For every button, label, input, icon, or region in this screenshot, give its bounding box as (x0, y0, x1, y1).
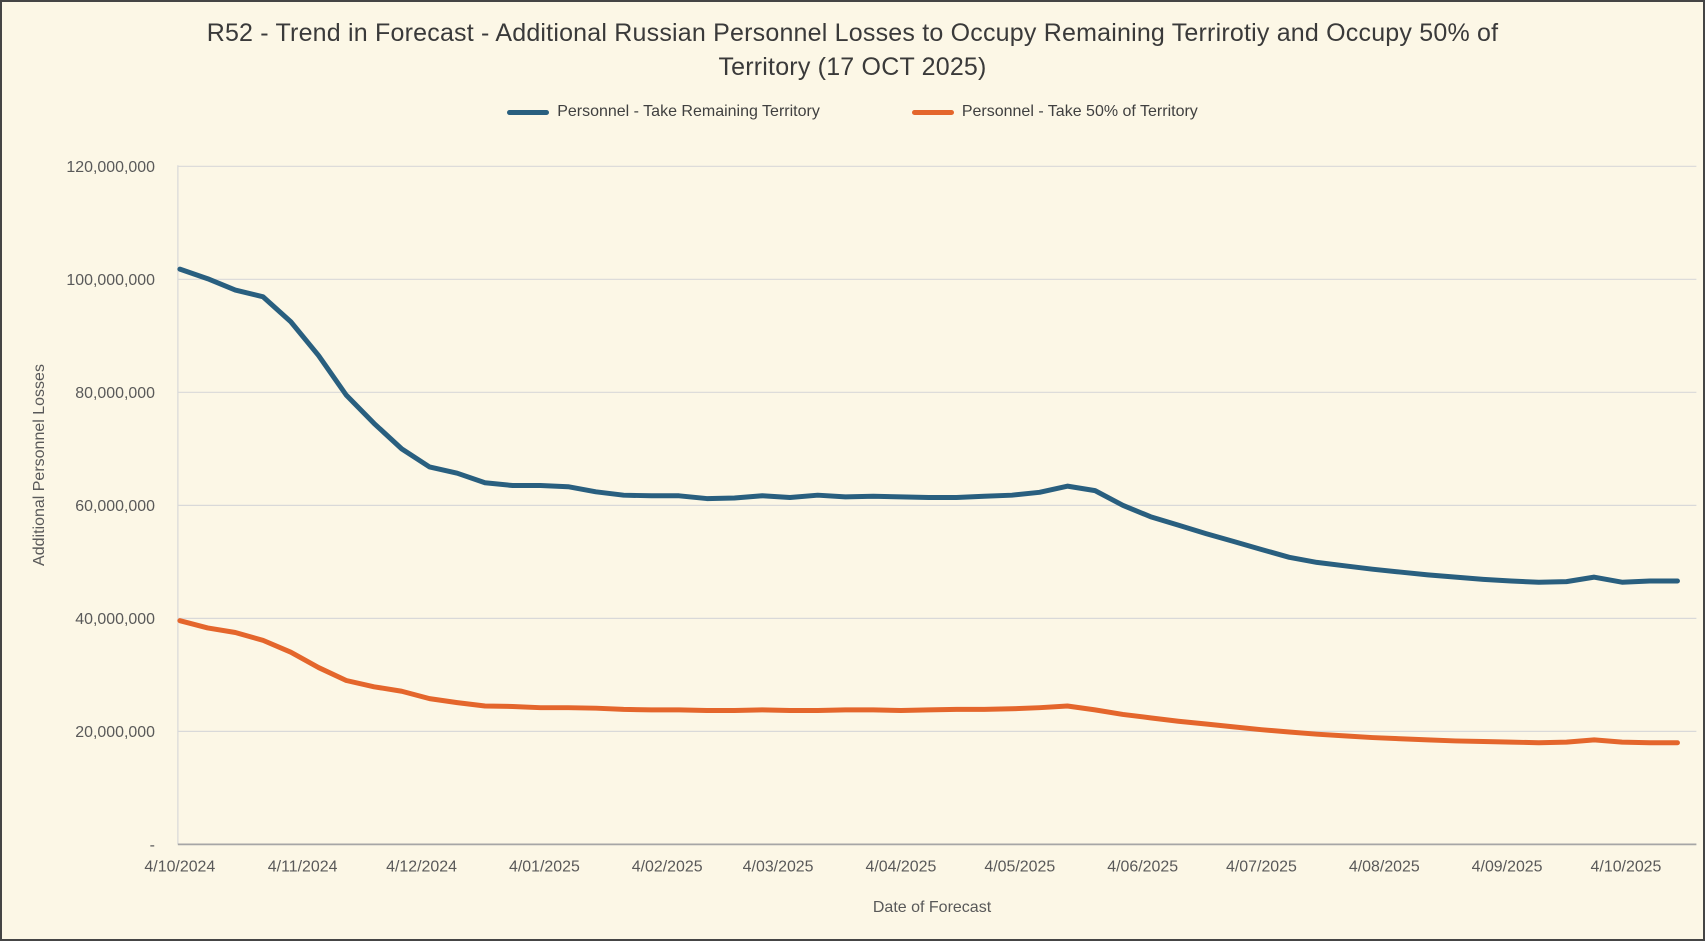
legend-swatch (911, 109, 954, 115)
legend-item-50pct-territory: Personnel - Take 50% of Territory (911, 103, 1198, 121)
chart-title-line-2: Territory (17 OCT 2025) (718, 53, 987, 81)
x-tick-label: 4/01/2025 (509, 858, 580, 875)
y-tick-label: 40,000,000 (75, 611, 155, 628)
chart-title: R52 - Trend in Forecast - Additional Rus… (2, 16, 1703, 84)
legend-label: Personnel - Take 50% of Territory (961, 103, 1198, 120)
x-axis-title: Date of Forecast (872, 899, 992, 916)
legend: Personnel - Take Remaining Territory Per… (2, 103, 1703, 121)
x-tick-label: 4/11/2024 (268, 858, 338, 875)
x-tick-label: 4/04/2025 (865, 858, 936, 875)
legend-item-remaining-territory: Personnel - Take Remaining Territory (507, 103, 820, 121)
chart-title-line-1: R52 - Trend in Forecast - Additional Rus… (206, 19, 1499, 47)
x-tick-label: 4/02/2025 (632, 858, 703, 875)
legend-swatch (507, 109, 550, 115)
y-tick-label: - (150, 837, 155, 854)
x-tick-label: 4/05/2025 (984, 858, 1055, 875)
series-line-remaining-territory (177, 266, 1680, 585)
y-tick-label: 100,000,000 (66, 272, 155, 289)
x-tick-label: 4/07/2025 (1226, 858, 1297, 875)
y-tick-label: 120,000,000 (66, 159, 155, 176)
x-tick-label: 4/10/2024 (144, 858, 215, 875)
x-tick-label: 4/08/2025 (1349, 858, 1420, 875)
series-line-50pct-territory (177, 618, 1680, 746)
y-tick-label: 80,000,000 (75, 385, 155, 402)
x-tick-label: 4/12/2024 (386, 858, 457, 875)
x-tick-label: 4/03/2025 (743, 858, 814, 875)
y-tick-label: 20,000,000 (75, 724, 155, 741)
legend-label: Personnel - Take Remaining Territory (557, 103, 820, 120)
x-tick-label: 4/10/2025 (1591, 858, 1662, 875)
x-tick-label: 4/06/2025 (1107, 858, 1178, 875)
x-tick-label: 4/09/2025 (1472, 858, 1543, 875)
y-tick-label: 60,000,000 (75, 498, 155, 515)
